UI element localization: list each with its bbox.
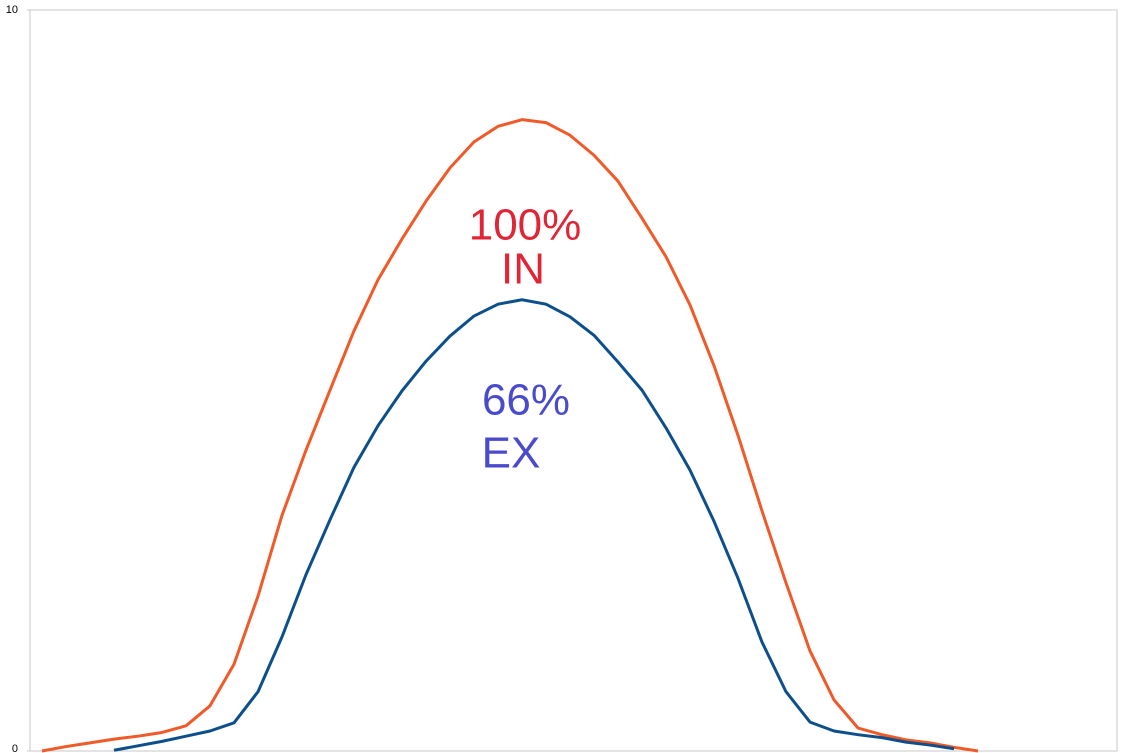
annotation: EX — [482, 429, 541, 478]
y-tick-label: 0 — [12, 743, 18, 753]
plot-frame — [29, 9, 1118, 752]
y-tick-label: 10 — [6, 4, 18, 16]
annotation: IN — [501, 245, 545, 294]
line-series — [41, 118, 979, 753]
annotation: 100% — [469, 201, 582, 250]
line-series — [113, 298, 955, 752]
annotation: 66% — [482, 376, 570, 425]
